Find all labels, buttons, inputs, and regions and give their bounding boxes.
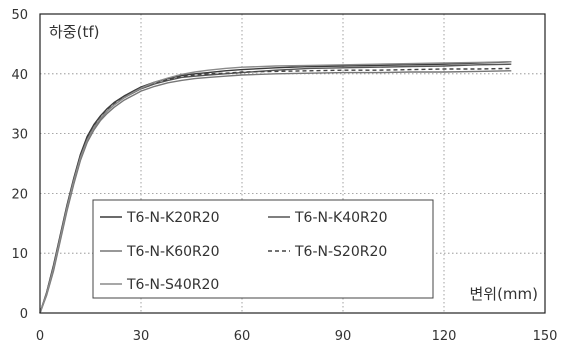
x-tick-label: 60 bbox=[234, 329, 251, 344]
legend-label: T6-N-K20R20 bbox=[126, 210, 220, 226]
legend-label: T6-N-K40R20 bbox=[294, 210, 388, 226]
y-tick-label: 40 bbox=[11, 68, 28, 83]
legend: T6-N-K20R20 T6-N-K40R20 T6-N-K60R20 T6-N-S2… bbox=[92, 199, 434, 299]
y-axis-label: 하중(tf) bbox=[49, 23, 99, 41]
x-axis-label: 변위(mm) bbox=[469, 285, 538, 303]
x-tick-label: 90 bbox=[335, 329, 352, 344]
series-layer bbox=[39, 61, 512, 314]
x-tick-label: 30 bbox=[133, 329, 150, 344]
y-tick-label: 50 bbox=[11, 8, 28, 23]
x-tick-label: 150 bbox=[533, 329, 558, 344]
legend-label: T6-N-S20R20 bbox=[294, 244, 387, 260]
legend-label: T6-N-S40R20 bbox=[126, 277, 219, 293]
legend-label: T6-N-K60R20 bbox=[126, 244, 220, 260]
tick-labels: 0 10 20 30 40 50 0 30 60 90 120 150 bbox=[11, 8, 557, 344]
legend-box bbox=[92, 199, 434, 299]
x-tick-label: 0 bbox=[36, 329, 44, 344]
y-tick-label: 30 bbox=[11, 128, 28, 143]
y-tick-label: 20 bbox=[11, 187, 28, 202]
plot-frame bbox=[39, 13, 546, 314]
x-tick-label: 120 bbox=[432, 329, 457, 344]
series-line bbox=[39, 70, 512, 314]
series-line bbox=[39, 61, 512, 314]
y-tick-label: 0 bbox=[20, 307, 28, 322]
y-tick-label: 10 bbox=[11, 247, 28, 262]
